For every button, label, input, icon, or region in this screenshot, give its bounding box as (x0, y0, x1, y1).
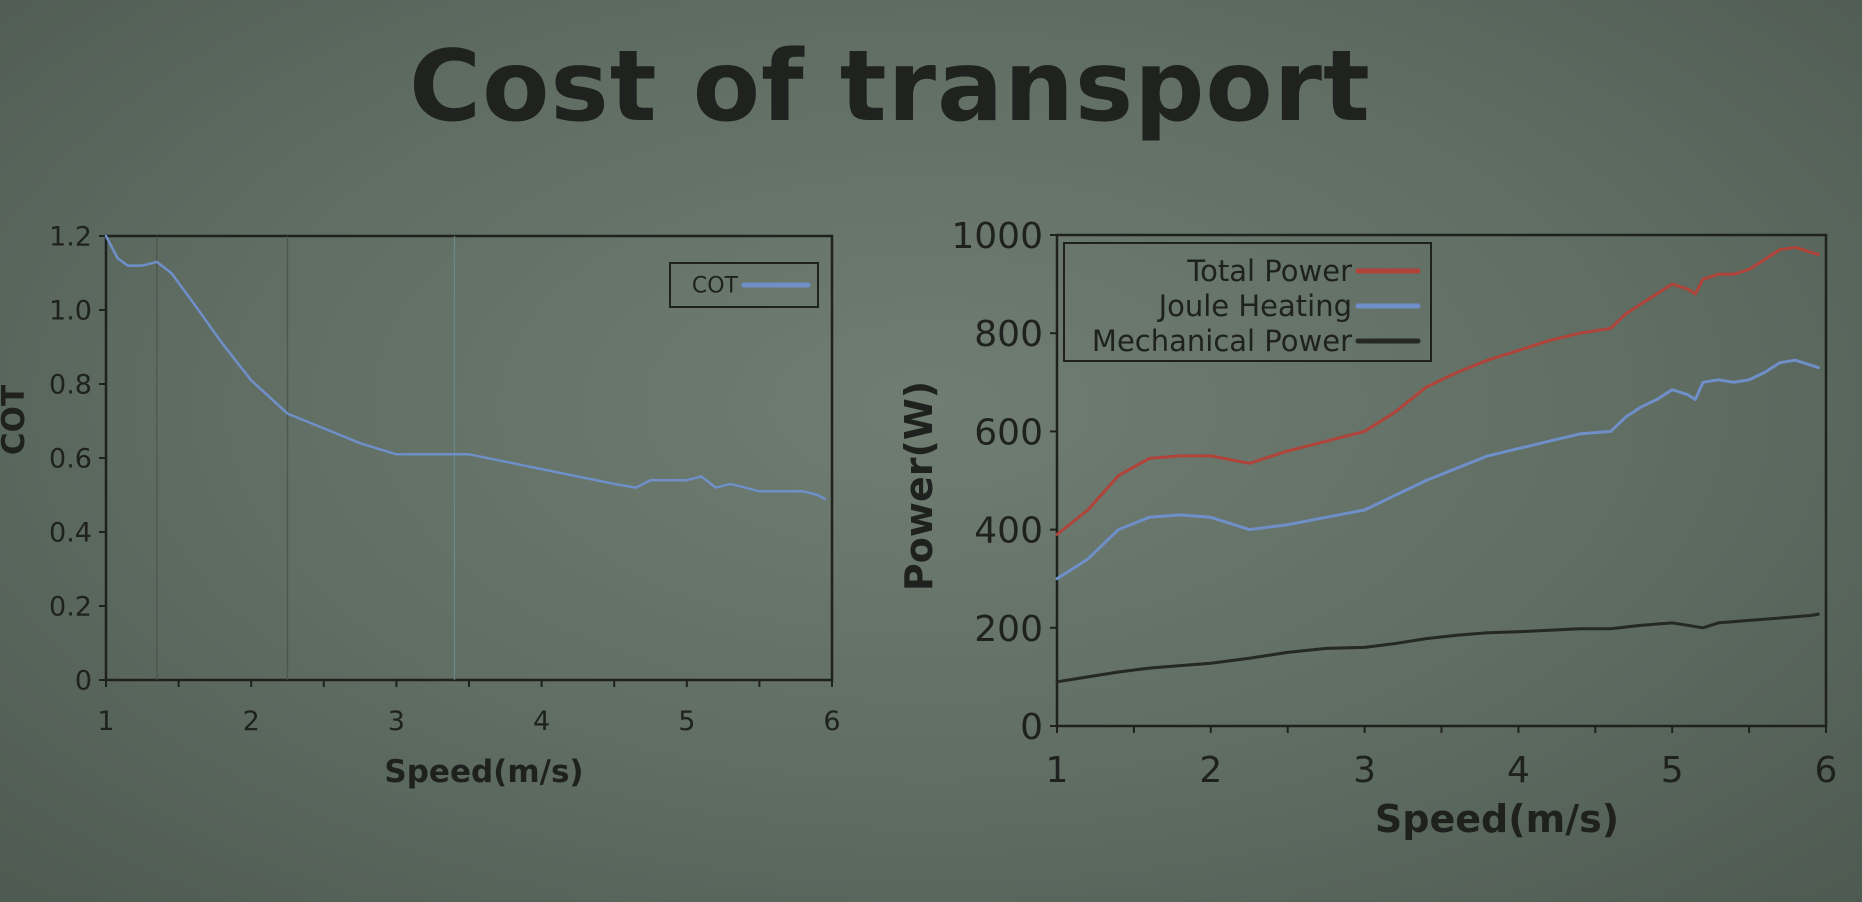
cot-x-tick-label: 4 (533, 706, 550, 737)
power-x-tick-label: 4 (1507, 750, 1530, 791)
power-series-total-power (1055, 245, 1820, 536)
cot-y-tick-label: 0 (75, 666, 92, 697)
cot-legend-box (669, 262, 819, 308)
power-x-axis-label: Speed(m/s) (1375, 797, 1619, 841)
cot-legend-label: COT (692, 274, 739, 299)
cot-y-tick-label: 0.4 (49, 518, 92, 549)
power-x-tick-label: 1 (1046, 750, 1069, 791)
power-y-tick-label: 800 (974, 314, 1043, 355)
cot-y-tick-label: 0.2 (49, 592, 92, 623)
power-legend-label: Total Power (1186, 254, 1352, 288)
cot-x-tick-label: 1 (97, 706, 114, 737)
cot-x-tick-label: 5 (678, 706, 695, 737)
cot-x-tick-label: 6 (823, 706, 840, 737)
power-y-axis-label: Power(W) (897, 381, 941, 591)
power-y-tick-label: 1000 (951, 216, 1043, 257)
cot-series-cot (104, 234, 826, 500)
cot-x-tick-label: 3 (388, 706, 405, 737)
cot-y-tick-label: 1.2 (49, 222, 92, 253)
power-y-tick-label: 0 (1020, 707, 1043, 748)
power-y-tick-label: 200 (974, 609, 1043, 650)
cot-y-tick-label: 0.6 (49, 444, 92, 475)
power-x-tick-label: 2 (1199, 750, 1222, 791)
power-legend-label: Mechanical Power (1092, 324, 1352, 358)
cot-y-axis-label: COT (0, 385, 32, 455)
power-x-tick-label: 5 (1661, 750, 1684, 791)
power-x-tick-label: 6 (1815, 750, 1838, 791)
cot-chart: 1 2 3 4 5 6 0 0.2 0.4 0.6 0.8 1.0 1.2 Speed(m/s) COT CO… (0, 222, 841, 790)
power-legend-label: Joule Heating (1157, 289, 1352, 323)
cot-x-tick-label: 2 (243, 706, 260, 737)
power-series-joule-heating (1055, 358, 1820, 581)
cot-y-tick-label: 0.8 (49, 370, 92, 401)
power-legend-box (1063, 242, 1432, 362)
power-x-tick-label: 3 (1353, 750, 1376, 791)
power-y-tick-label: 400 (974, 511, 1043, 552)
power-y-tick-label: 600 (974, 412, 1043, 453)
power-series-mechanical-power (1055, 612, 1820, 684)
cot-y-tick-label: 1.0 (49, 296, 92, 327)
cot-x-axis-label: Speed(m/s) (384, 754, 583, 790)
slide-title: Cost of transport (409, 30, 1371, 144)
